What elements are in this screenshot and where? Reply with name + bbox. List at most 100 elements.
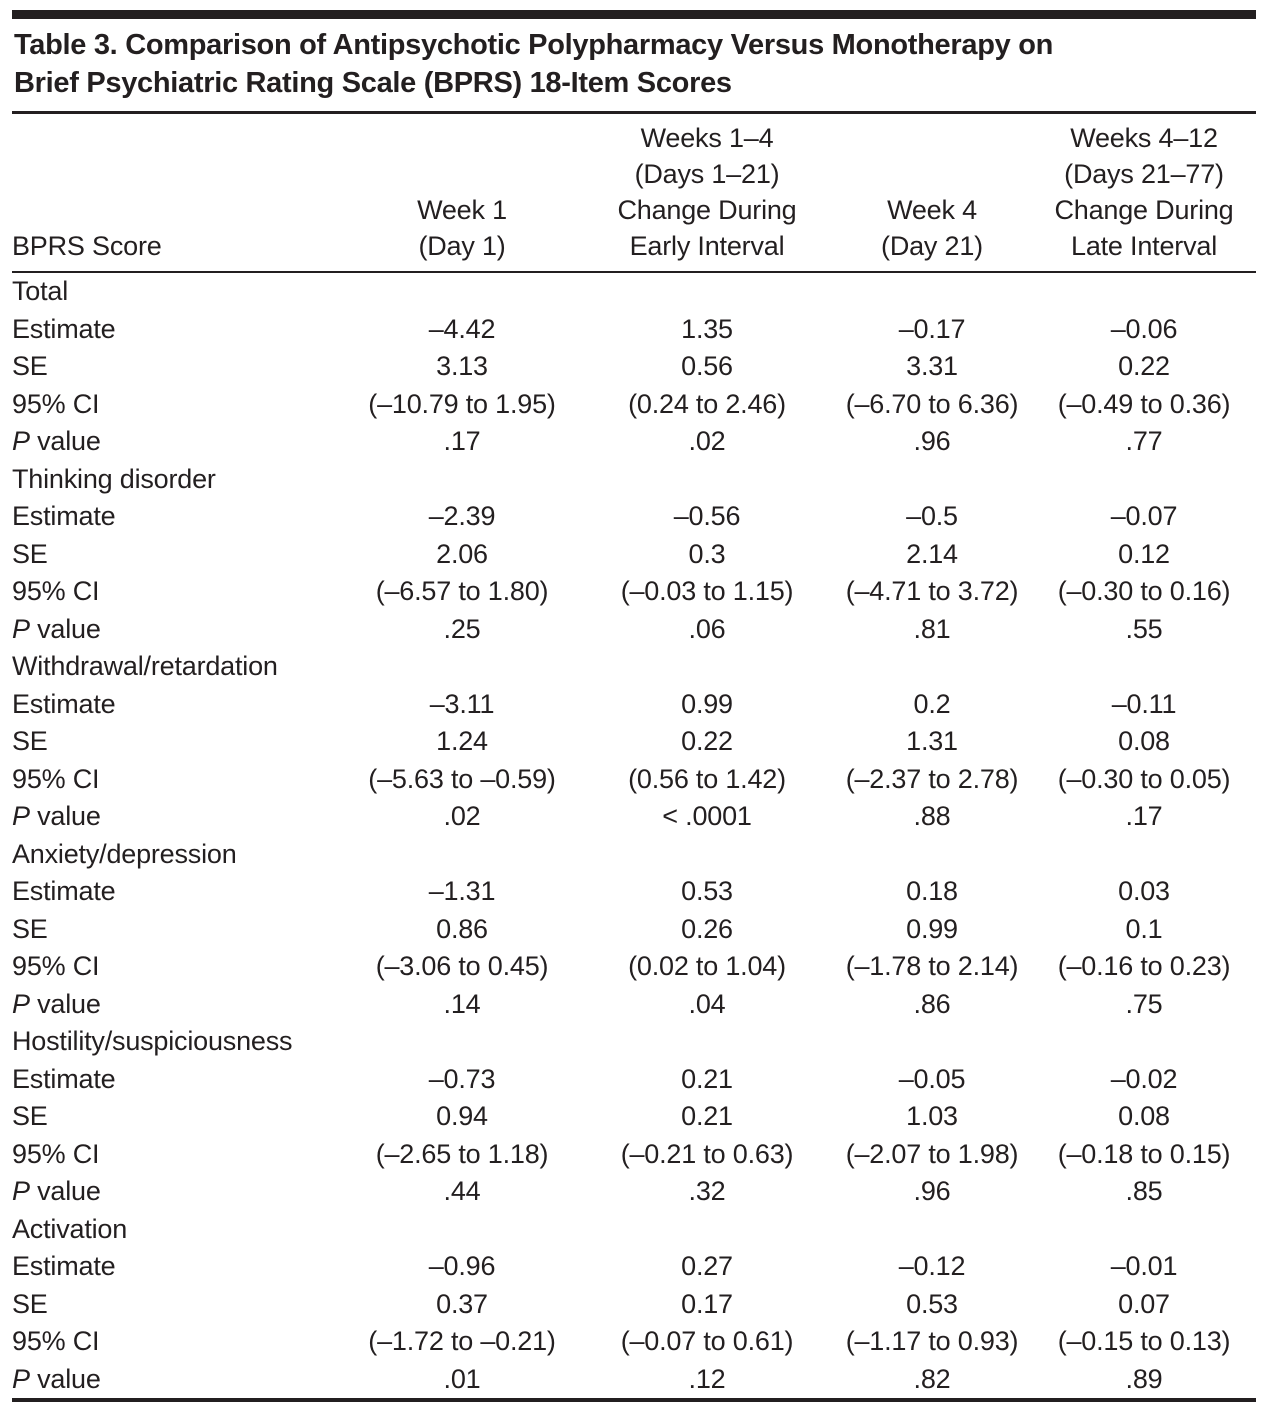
- value-cell: (–2.07 to 1.98): [845, 1138, 1019, 1169]
- value-cell: –0.05: [898, 1063, 966, 1094]
- metric-row: P value .44 .32 .96 .85: [12, 1173, 1256, 1211]
- table-header: BPRS Score Week 1 (Day 1) Weeks 1–4 (Days 1–…: [12, 114, 1256, 273]
- value-cell: (–0.30 to 0.16): [1057, 576, 1231, 606]
- metric-row: Estimate –1.31 0.53 0.18 0.03: [12, 873, 1256, 911]
- metric-label: Estimate: [12, 1251, 116, 1281]
- metric-label: 95% CI: [12, 388, 100, 419]
- column-header-line: (Days 21–77): [1064, 159, 1224, 189]
- column-header-line: Early Interval: [629, 231, 785, 261]
- metric-row: 95% CI (–3.06 to 0.45) (0.02 to 1.04) (–1.7…: [12, 948, 1256, 986]
- value-cell: (–1.17 to 0.93): [845, 1326, 1019, 1356]
- group-row: Total: [12, 272, 1256, 311]
- value-cell: (–5.63 to –0.59): [368, 763, 556, 794]
- metric-label: 95% CI: [12, 1138, 100, 1169]
- value-cell: .17: [1125, 801, 1163, 831]
- value-cell: .81: [913, 613, 951, 644]
- group-label: Withdrawal/retardation: [12, 651, 278, 681]
- group-label: Total: [12, 276, 69, 306]
- value-cell: (–10.79 to 1.95): [368, 388, 556, 419]
- value-cell: .25: [443, 613, 481, 644]
- metric-row: Estimate –4.42 1.35 –0.17 –0.06: [12, 311, 1256, 349]
- column-header: Weeks 4–12 (Days 21–77) Change During Late …: [1032, 114, 1256, 273]
- value-cell: (–0.07 to 0.61): [620, 1326, 794, 1356]
- value-cell: –0.17: [898, 313, 966, 344]
- column-header-line: Weeks 1–4: [640, 123, 774, 153]
- value-cell: 1.03: [906, 1101, 958, 1131]
- value-cell: .86: [913, 988, 951, 1019]
- value-cell: (–6.70 to 6.36): [845, 388, 1019, 419]
- value-cell: .14: [443, 988, 481, 1019]
- value-cell: .88: [913, 801, 951, 831]
- value-cell: –0.07: [1110, 501, 1178, 531]
- metric-label: P value: [12, 611, 342, 649]
- value-cell: (–1.78 to 2.14): [845, 951, 1019, 981]
- metric-label: P value: [12, 1173, 342, 1211]
- column-header-line: Change During: [617, 195, 797, 225]
- value-cell: (–0.21 to 0.63): [620, 1138, 794, 1169]
- metric-row: P value .17 .02 .96 .77: [12, 423, 1256, 461]
- metric-label: P value: [12, 423, 342, 461]
- metric-row: P value .02 < .0001 .88 .17: [12, 798, 1256, 836]
- column-header-line: (Days 1–21): [634, 159, 780, 189]
- metric-row: SE 1.24 0.22 1.31 0.08: [12, 723, 1256, 761]
- metric-row: SE 0.86 0.26 0.99 0.1: [12, 911, 1256, 949]
- value-cell: 0.21: [681, 1101, 733, 1131]
- value-cell: (–0.03 to 1.15): [620, 576, 794, 606]
- value-cell: (–3.06 to 0.45): [375, 951, 549, 981]
- value-cell: 0.86: [436, 913, 488, 944]
- value-cell: .32: [688, 1176, 726, 1206]
- value-cell: 0.1: [1125, 913, 1163, 944]
- value-cell: .55: [1125, 613, 1163, 644]
- value-cell: 0.22: [1118, 351, 1170, 381]
- value-cell: 0.56: [681, 351, 733, 381]
- value-cell: –3.11: [429, 688, 495, 719]
- table-body: Total Estimate –4.42 1.35 –0.17 –0.06 SE 3.13 0.…: [12, 272, 1256, 1398]
- value-cell: 0.53: [681, 876, 733, 906]
- value-cell: .44: [443, 1176, 481, 1206]
- value-cell: 0.26: [681, 913, 733, 944]
- value-cell: .96: [913, 426, 951, 456]
- value-cell: (–0.49 to 0.36): [1057, 388, 1231, 419]
- metric-label: 95% CI: [12, 951, 100, 981]
- table-title-line-1: Table 3. Comparison of Antipsychotic Pol…: [14, 29, 1054, 61]
- value-cell: .06: [688, 613, 726, 644]
- value-cell: 0.2: [913, 688, 951, 719]
- metric-label: SE: [12, 913, 48, 944]
- value-cell: (–0.16 to 0.23): [1057, 951, 1231, 981]
- value-cell: (0.24 to 2.46): [628, 388, 786, 419]
- p-label-italic: P: [12, 1363, 30, 1394]
- value-cell: .01: [443, 1363, 481, 1394]
- value-cell: 1.31: [906, 726, 958, 756]
- group-label: Activation: [12, 1213, 128, 1244]
- p-label-rest: value: [29, 426, 101, 456]
- column-header-line: Week 4: [887, 195, 977, 225]
- value-cell: .85: [1125, 1176, 1163, 1206]
- p-label-italic: P: [12, 613, 30, 644]
- value-cell: 0.07: [1118, 1288, 1170, 1319]
- group-row: Anxiety/depression: [12, 836, 1256, 874]
- value-cell: 0.27: [681, 1251, 733, 1281]
- value-cell: (0.02 to 1.04): [628, 951, 786, 981]
- metric-label: SE: [12, 726, 48, 756]
- table-bottom-rule: [12, 1398, 1256, 1402]
- column-header-line: Week 1: [417, 195, 507, 225]
- value-cell: (–1.72 to –0.21): [368, 1326, 556, 1356]
- value-cell: .75: [1125, 988, 1163, 1019]
- metric-label: Estimate: [12, 876, 116, 906]
- value-cell: 0.18: [906, 876, 958, 906]
- metric-row: SE 0.94 0.21 1.03 0.08: [12, 1098, 1256, 1136]
- value-cell: –1.31: [428, 876, 496, 906]
- metric-label: P value: [12, 1361, 342, 1399]
- bprs-table: BPRS Score Week 1 (Day 1) Weeks 1–4 (Days 1–…: [12, 114, 1256, 1398]
- value-cell: –0.96: [428, 1251, 496, 1281]
- value-cell: 0.17: [681, 1288, 733, 1319]
- value-cell: 0.94: [436, 1101, 488, 1131]
- p-label-rest: value: [29, 988, 101, 1019]
- value-cell: (–6.57 to 1.80): [375, 576, 549, 606]
- metric-label: P value: [12, 986, 342, 1024]
- value-cell: –0.02: [1110, 1063, 1178, 1094]
- group-label: Thinking disorder: [12, 463, 216, 494]
- metric-row: P value .14 .04 .86 .75: [12, 986, 1256, 1024]
- metric-row: SE 0.37 0.17 0.53 0.07: [12, 1286, 1256, 1324]
- metric-row: 95% CI (–2.65 to 1.18) (–0.21 to 0.63) (–2.…: [12, 1136, 1256, 1174]
